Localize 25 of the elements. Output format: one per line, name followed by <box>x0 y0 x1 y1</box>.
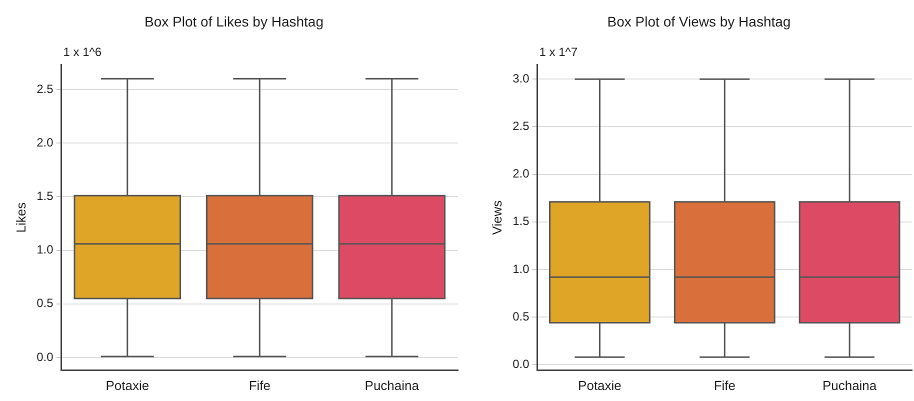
y-tick-label: 3.0 <box>512 71 530 86</box>
y-axis-title: Likes <box>13 202 28 233</box>
y-tick-label: 1.5 <box>36 189 54 204</box>
y-tick-label: 0.5 <box>512 309 530 324</box>
text: 1 x 1^6 <box>63 45 102 60</box>
y-tick-label: 1.0 <box>36 242 54 257</box>
x-tick-label: Potaxie <box>106 378 150 393</box>
y-tick-label: 1.5 <box>512 214 530 228</box>
x-tick-label: Puchaina <box>364 378 420 393</box>
chart-title: Box Plot of Views by Hashtag <box>607 13 791 30</box>
y-tick-label: 0.0 <box>512 357 530 371</box>
x-tick-label: Fife <box>248 378 270 393</box>
x-tick-label: Potaxie <box>578 378 622 393</box>
y-tick-label: 0.0 <box>36 350 54 364</box>
y-tick-label: 2.5 <box>512 118 530 133</box>
x-tick-label: Fife <box>714 378 736 393</box>
chart-title: Box Plot of Likes by Hashtag <box>144 13 324 30</box>
y-tick-label: 2.0 <box>36 135 54 150</box>
x-tick-label: Puchaina <box>822 378 878 393</box>
y-tick-label: 2.5 <box>36 82 54 96</box>
y-tick-label: 0.5 <box>36 296 54 310</box>
y-tick-label: 2.0 <box>512 166 530 181</box>
y-axis-title: Views <box>489 200 504 235</box>
text: 1 x 1^7 <box>539 45 578 60</box>
y-tick-label: 1.0 <box>512 262 530 276</box>
